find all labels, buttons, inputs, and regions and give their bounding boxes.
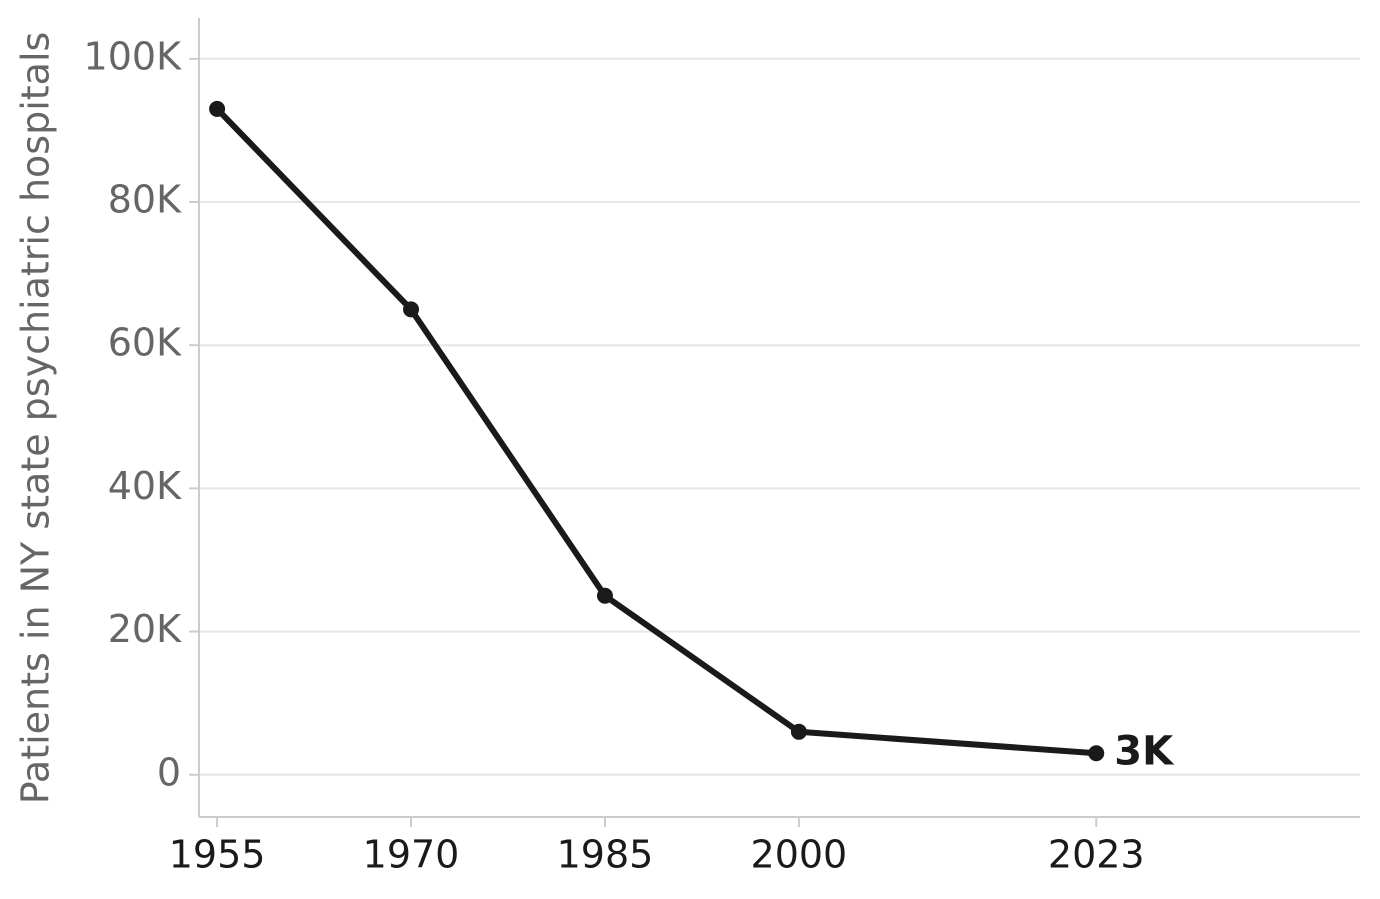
line [214,106,1097,757]
y-tick-label: 20K [108,607,182,651]
y-tick-label: 40K [108,464,182,508]
y-tick-label: 0 [157,750,181,794]
y-tick-label: 100K [84,34,183,78]
value-label: 3K [1114,728,1175,774]
x-tick-label: 2023 [1048,833,1145,877]
point [596,587,613,604]
point [790,723,807,740]
y-axis-label: Patients in NY state psychiatric hospita… [14,32,58,805]
x-tick-label: 1985 [557,833,654,877]
x-tick-label: 2000 [751,833,848,877]
x-tick-label: 1955 [169,833,266,877]
point [403,301,420,318]
point [1088,745,1105,762]
y-tick-label: 80K [108,177,182,221]
point [209,100,226,117]
x-tick-label: 1970 [363,833,460,877]
y-tick-label: 60K [108,321,182,365]
